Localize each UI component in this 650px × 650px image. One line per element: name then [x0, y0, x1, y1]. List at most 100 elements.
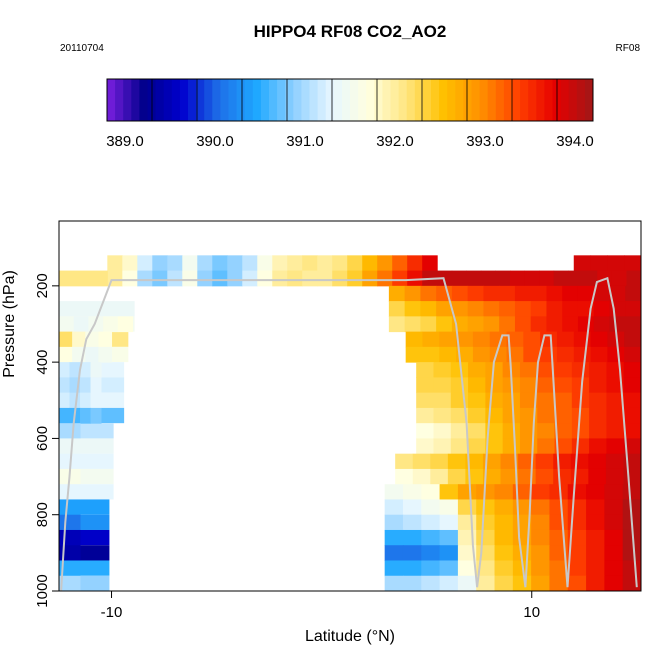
heatmap-cell	[457, 560, 477, 577]
heatmap-cell	[622, 575, 642, 592]
x-tick-label: 10	[523, 604, 540, 621]
heatmap-cell	[623, 377, 642, 394]
heatmap-cell	[554, 407, 573, 424]
heatmap-cell	[302, 270, 318, 287]
heatmap-cell	[468, 362, 486, 378]
heatmap-cell	[439, 499, 459, 516]
heatmap-cell	[567, 529, 587, 546]
heatmap-cell	[590, 331, 608, 348]
heatmap-cell	[439, 484, 459, 500]
date-label: 20110704	[60, 43, 104, 54]
heatmap-cell	[420, 316, 437, 333]
heatmap-cell	[257, 270, 273, 287]
heatmap-cell	[430, 468, 449, 485]
heatmap-cell	[439, 331, 457, 348]
heatmap-cell	[472, 331, 491, 348]
heatmap-cell	[59, 362, 71, 378]
heatmap-cell	[59, 316, 75, 333]
heatmap-cell	[626, 270, 642, 287]
heatmap-cell	[519, 423, 538, 439]
heatmap-cell	[606, 407, 625, 424]
heatmap-cell	[549, 484, 569, 500]
heatmap-cell	[362, 270, 378, 287]
heatmap-cell	[433, 392, 452, 409]
heatmap-cell	[402, 560, 422, 577]
heatmap-cell	[476, 575, 496, 592]
heatmap-cell	[450, 362, 469, 378]
heatmap-cell	[485, 423, 504, 439]
heatmap-cell	[604, 560, 624, 577]
heatmap-cell	[535, 453, 554, 470]
heatmap-cell	[439, 529, 459, 546]
heatmap-cell	[571, 423, 590, 439]
heatmap-cell	[90, 407, 102, 424]
heatmap-cell	[451, 270, 467, 287]
colorbar-swatch	[260, 79, 270, 121]
heatmap-cell	[535, 468, 554, 485]
heatmap-cell	[402, 514, 422, 531]
heatmap-cell	[388, 285, 406, 302]
heatmap-cell	[388, 316, 406, 333]
colorbar-swatch	[439, 79, 448, 121]
colorbar-swatch	[544, 79, 553, 121]
heatmap-cell	[624, 346, 642, 363]
heatmap-cell	[502, 407, 521, 424]
heatmap-cell	[152, 255, 168, 272]
heatmap-cell	[407, 255, 423, 272]
colorbar-swatch	[512, 79, 521, 121]
colorbar-swatch	[398, 79, 408, 121]
colorbar-swatch	[350, 79, 359, 121]
heatmap-cell	[523, 346, 541, 363]
colorbar-swatch	[366, 79, 375, 121]
heatmap-cell	[586, 484, 605, 500]
heatmap-cell	[377, 255, 393, 272]
heatmap-cell	[537, 438, 556, 455]
heatmap-cell	[402, 529, 422, 546]
heatmap-cell	[554, 362, 573, 378]
heatmap-cell	[485, 377, 504, 394]
heatmap-cell	[416, 377, 434, 394]
heatmap-cell	[483, 285, 500, 302]
heatmap-cell	[500, 468, 519, 485]
heatmap-cell	[483, 316, 500, 333]
heatmap-cell	[362, 255, 378, 272]
heatmap-cell	[272, 255, 288, 272]
heatmap-cell	[422, 346, 440, 363]
heatmap-cell	[384, 484, 404, 500]
colorbar-swatch	[131, 79, 140, 121]
heatmap-cell	[512, 575, 532, 592]
heatmap-cell	[531, 499, 550, 516]
colorbar-swatch	[301, 79, 310, 121]
heatmap-cell	[531, 529, 550, 546]
heatmap-cell	[468, 377, 486, 394]
heatmap-cell	[59, 270, 108, 287]
heatmap-cell	[122, 270, 138, 287]
heatmap-cell	[90, 377, 102, 394]
heatmap-cell	[421, 529, 441, 546]
heatmap-cell	[242, 270, 258, 287]
heatmap-cell	[537, 392, 556, 409]
colorbar-swatch	[309, 79, 319, 121]
heatmap-cell	[433, 377, 452, 394]
heatmap-cell	[553, 468, 572, 485]
heatmap-cell	[439, 560, 459, 577]
heatmap-cell	[531, 484, 550, 500]
heatmap-cell	[512, 484, 532, 500]
colorbar-tick-label: 393.0	[466, 133, 504, 150]
heatmap-cell	[69, 362, 81, 378]
heatmap-cell	[567, 499, 587, 516]
colorbar-swatch	[463, 79, 472, 121]
heatmap-cell	[69, 392, 81, 409]
colorbar-swatch	[455, 79, 464, 121]
heatmap-cell	[586, 529, 605, 546]
heatmap-cell	[404, 316, 421, 333]
colorbar-swatch	[560, 79, 570, 121]
y-tick-label: 600	[34, 426, 51, 451]
colorbar-swatch	[406, 79, 416, 121]
heatmap-cell	[405, 346, 423, 363]
colorbar-swatch	[293, 79, 302, 121]
heatmap-cell	[103, 316, 119, 333]
heatmap-cell	[625, 301, 642, 317]
heatmap-cell	[567, 575, 587, 592]
heatmap-cell	[562, 316, 579, 333]
